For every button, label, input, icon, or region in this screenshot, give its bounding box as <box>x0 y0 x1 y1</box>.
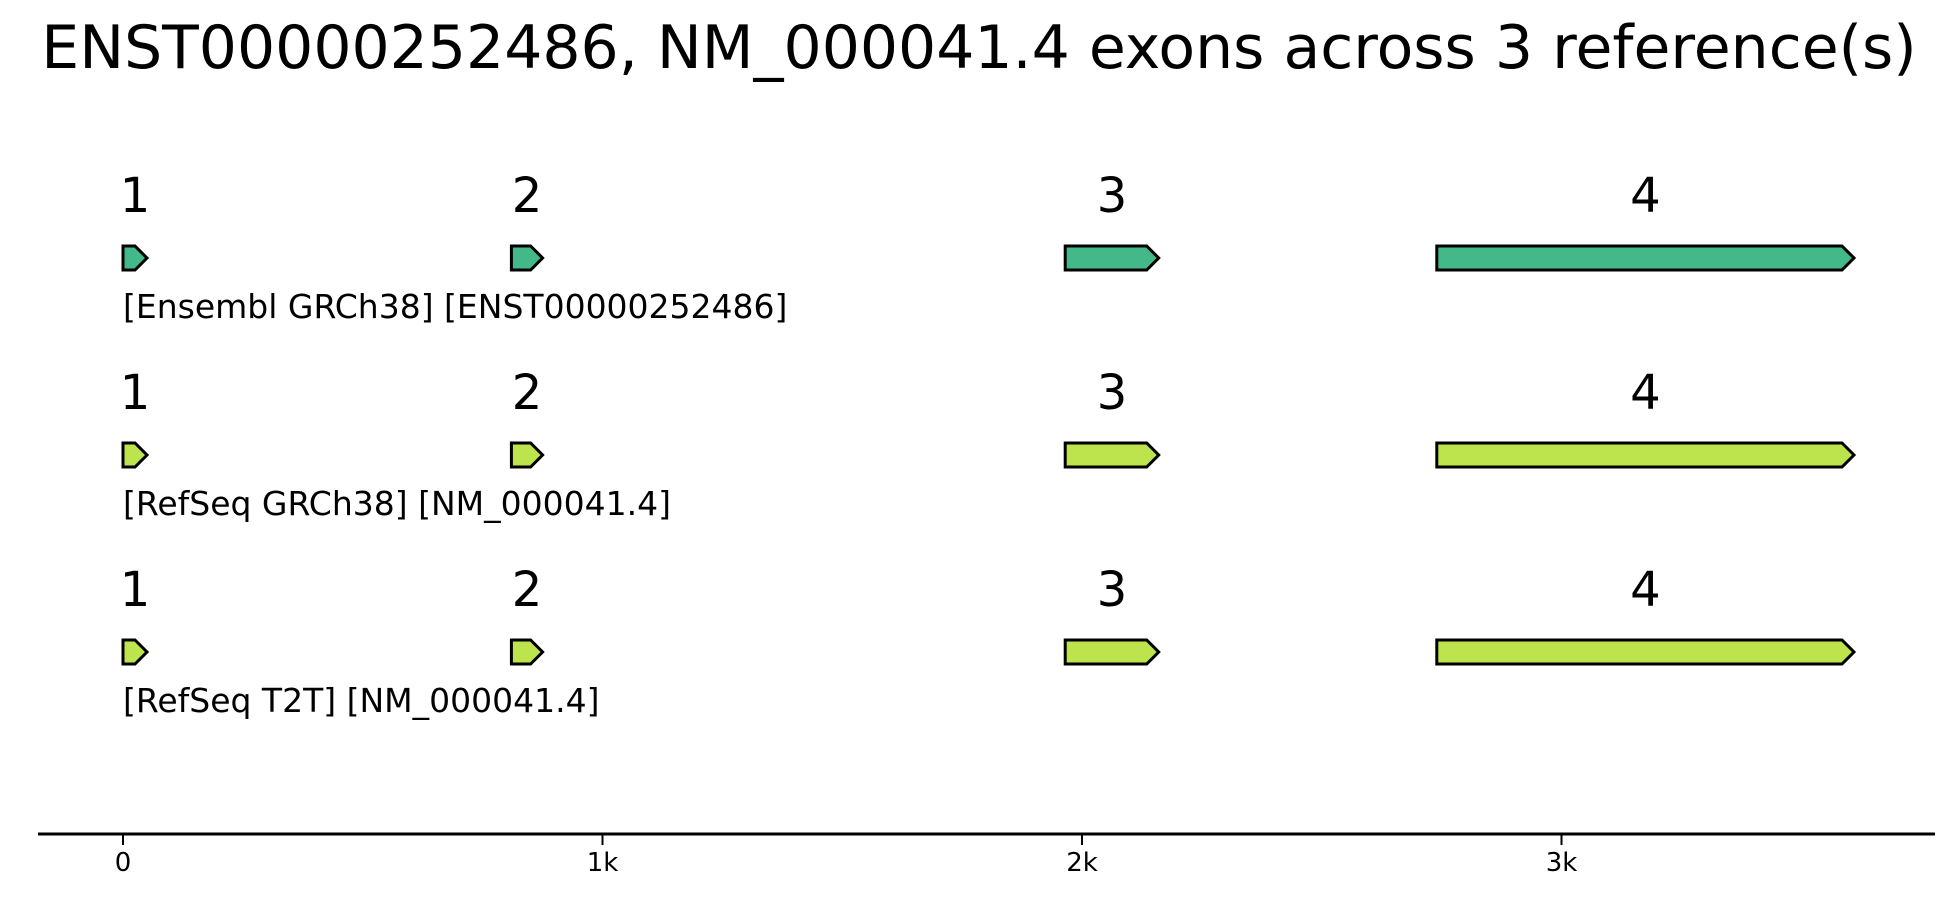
exon-arrow <box>121 244 150 272</box>
track-label: [Ensembl GRCh38] [ENST00000252486] <box>123 287 787 326</box>
exon-arrow <box>121 638 150 666</box>
tick-label: 0 <box>115 848 132 878</box>
exon-arrow <box>1063 441 1161 469</box>
exon-arrow <box>121 441 150 469</box>
exon-number: 1 <box>120 562 151 618</box>
exon-number: 1 <box>120 365 151 421</box>
exon-arrow <box>1063 244 1161 272</box>
tick-label: 1k <box>587 848 619 878</box>
track-label: [RefSeq GRCh38] [NM_000041.4] <box>123 484 671 523</box>
exon-number: 3 <box>1097 168 1128 224</box>
exon-number: 3 <box>1097 365 1128 421</box>
exon-number: 3 <box>1097 562 1128 618</box>
exon-arrow <box>1435 441 1857 469</box>
tracks: 1 2 3 4 [Ensembl GRCh38] [ENST00000252486] 1 2… <box>120 168 1857 720</box>
track-1: 1 2 3 4 [Ensembl GRCh38] [ENST00000252486] <box>120 168 1857 326</box>
exon-arrow <box>1435 638 1857 666</box>
diagram-title: ENST00000252486, NM_000041.4 exons acros… <box>41 13 1916 83</box>
tick-label: 2k <box>1066 848 1098 878</box>
track-label: [RefSeq T2T] [NM_000041.4] <box>123 681 599 720</box>
tick-label: 3k <box>1546 848 1578 878</box>
exon-number: 4 <box>1630 168 1661 224</box>
exon-arrow <box>1435 244 1857 272</box>
exon-arrow <box>1063 638 1161 666</box>
exon-arrow <box>509 441 545 469</box>
exon-number: 4 <box>1630 562 1661 618</box>
exon-arrow <box>509 638 545 666</box>
x-axis: 0 1k 2k 3k <box>38 832 1935 878</box>
exon-number: 2 <box>512 168 543 224</box>
exon-number: 4 <box>1630 365 1661 421</box>
exon-number: 2 <box>512 365 543 421</box>
exon-arrow <box>509 244 545 272</box>
track-3: 1 2 3 4 [RefSeq T2T] [NM_000041.4] <box>120 562 1857 720</box>
exon-number: 2 <box>512 562 543 618</box>
exon-number: 1 <box>120 168 151 224</box>
track-2: 1 2 3 4 [RefSeq GRCh38] [NM_000041.4] <box>120 365 1857 523</box>
